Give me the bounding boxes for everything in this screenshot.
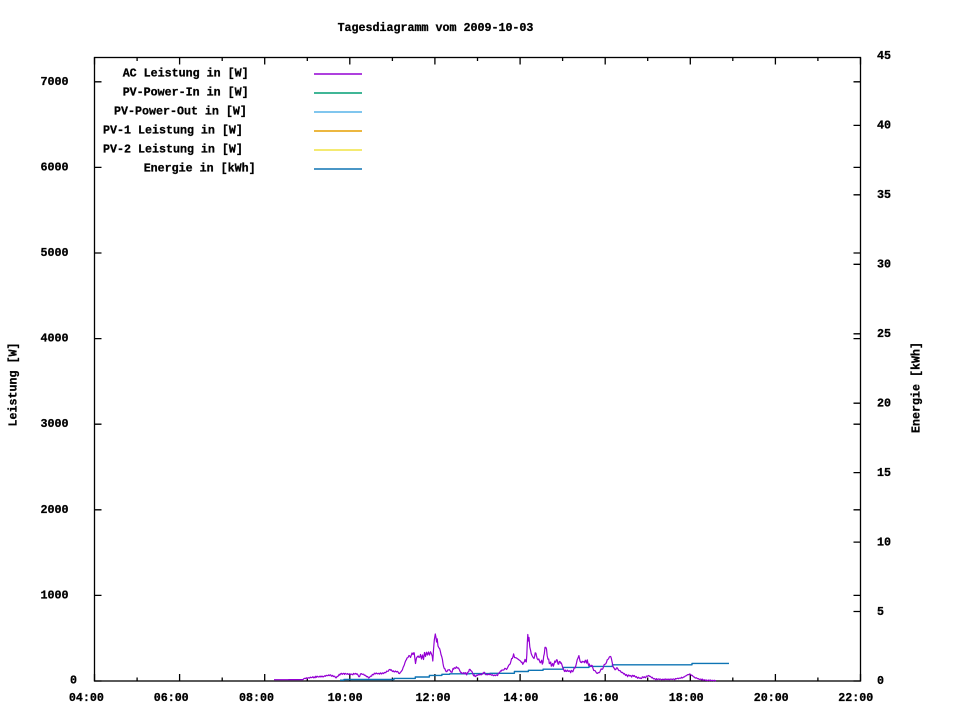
svg-text:18:00: 18:00 (669, 691, 704, 705)
svg-text:4000: 4000 (41, 332, 69, 346)
svg-text:Tagesdiagramm vom 2009-10-03: Tagesdiagramm vom 2009-10-03 (338, 21, 534, 35)
svg-text:20:00: 20:00 (754, 691, 789, 705)
svg-text:1000: 1000 (41, 588, 69, 602)
svg-text:7000: 7000 (41, 75, 69, 89)
svg-text:Energie [kWh]: Energie [kWh] (910, 342, 924, 433)
svg-text:PV-2 Leistung in [W]: PV-2 Leistung in [W] (103, 143, 243, 157)
svg-text:2000: 2000 (41, 503, 69, 517)
svg-text:40: 40 (877, 119, 891, 133)
svg-text:15: 15 (877, 466, 891, 480)
svg-text:14:00: 14:00 (503, 691, 538, 705)
svg-text:10: 10 (877, 535, 891, 549)
svg-text:PV-1 Leistung in [W]: PV-1 Leistung in [W] (103, 124, 243, 138)
svg-text:30: 30 (877, 258, 891, 272)
svg-text:PV-Power-In in [W]: PV-Power-In in [W] (123, 86, 249, 100)
svg-text:5: 5 (877, 605, 884, 619)
svg-text:35: 35 (877, 188, 891, 202)
svg-text:12:00: 12:00 (416, 691, 451, 705)
svg-text:PV-Power-Out in [W]: PV-Power-Out in [W] (114, 105, 247, 119)
svg-text:0: 0 (877, 674, 884, 688)
svg-text:45: 45 (877, 49, 891, 63)
svg-text:10:00: 10:00 (328, 691, 363, 705)
svg-text:08:00: 08:00 (239, 691, 274, 705)
svg-text:06:00: 06:00 (154, 691, 189, 705)
svg-text:0: 0 (70, 674, 77, 688)
svg-text:25: 25 (877, 327, 891, 341)
svg-text:3000: 3000 (41, 417, 69, 431)
svg-text:20: 20 (877, 396, 891, 410)
svg-text:5000: 5000 (41, 246, 69, 260)
svg-text:Energie in [kWh]: Energie in [kWh] (144, 162, 256, 176)
svg-text:16:00: 16:00 (584, 691, 619, 705)
svg-text:22:00: 22:00 (838, 691, 873, 705)
svg-text:04:00: 04:00 (69, 691, 104, 705)
svg-text:Leistung [W]: Leistung [W] (7, 343, 21, 427)
svg-text:6000: 6000 (41, 160, 69, 174)
svg-text:AC Leistung in [W]: AC Leistung in [W] (123, 67, 249, 81)
